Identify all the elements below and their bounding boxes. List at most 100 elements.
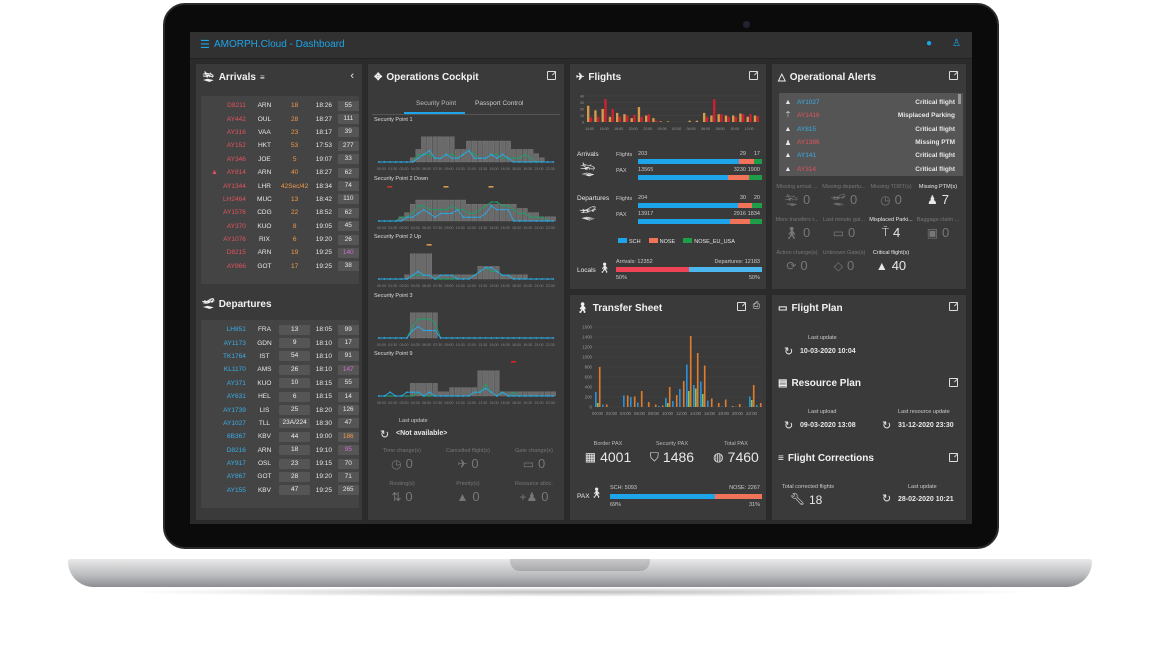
table-row[interactable]: AY155 KBV 47 19:25 265	[201, 484, 359, 497]
alert-stat[interactable]: Unknown Gate(s) ◇ 0	[821, 250, 867, 273]
blue-series-point	[406, 215, 408, 218]
blue-series-point	[507, 395, 510, 397]
alert-stat[interactable]: Action change(s) ⟳ 0	[774, 250, 820, 273]
bar	[695, 120, 699, 122]
alert-stat[interactable]: Critical flight(s) ▲ 40	[868, 250, 914, 273]
arrivals-table: D8211 ARN 18 18:26 55 AY442 OUL 28 18:27 111 AY316…	[201, 96, 359, 284]
table-row[interactable]: AY867 GOT 28 19:20 71	[201, 470, 359, 483]
x-tick-label: 22:00	[643, 127, 652, 131]
alert-item[interactable]: ⍑ AY1416 Misplaced Parking	[779, 109, 963, 122]
table-row[interactable]: ▲ AY814 ARN 40 18:27 62	[201, 166, 359, 179]
blue-series-point	[439, 336, 442, 339]
gate: 18	[279, 445, 311, 456]
open-external-icon[interactable]	[547, 71, 556, 80]
table-row[interactable]: AY1576 CDG 22 18:52 62	[201, 206, 359, 219]
table-row[interactable]: AY1076 RIX 6 19:20 26	[201, 233, 359, 246]
x-tick-label: 13:30	[478, 343, 487, 347]
arrivals-pax-bar	[638, 175, 762, 180]
alert-stat[interactable]: Missing arrival ... 🛬︎ 0	[774, 184, 820, 207]
table-row[interactable]: AY316 VAA 23 18:17 39	[201, 126, 359, 139]
blue-series-point	[507, 157, 510, 160]
bar	[721, 406, 723, 407]
alert-stat[interactable]: Missing departu... 🛫︎ 0	[821, 184, 867, 207]
table-row[interactable]: D8215 ARN 19 19:25 140	[201, 246, 359, 259]
bar	[630, 118, 633, 122]
alert-stat[interactable]: Misplaced Parki... ⍑ 4	[868, 217, 914, 240]
alert-stat[interactable]: Baggage claim ... ▣ 0	[915, 217, 961, 240]
bar	[623, 395, 625, 407]
alert-stat[interactable]: Last minute gat... ▭ 0	[821, 217, 867, 240]
table-row[interactable]: AY1173 GDN 9 18:10 17	[201, 336, 359, 349]
alert-item[interactable]: ▲ AY314 Critical flight	[779, 162, 963, 175]
airport-code: ARN	[257, 169, 272, 177]
alert-list-scrollbar[interactable]	[958, 94, 961, 104]
filter-icon[interactable]: ≡	[259, 73, 265, 82]
airport-code: AMS	[257, 366, 272, 374]
table-row[interactable]: AY371 KUO 10 18:15 55	[201, 377, 359, 390]
alert-stat[interactable]: Missing TOBT(s) ◷ 0	[868, 184, 914, 207]
cockpit-stat[interactable]: Routing(s) ⇅ 0	[372, 481, 432, 504]
table-row[interactable]: LH2464 MUC 13 18:42 110	[201, 193, 359, 206]
cockpit-stat[interactable]: Gate change(s) ▭ 0	[504, 448, 564, 471]
alert-item[interactable]: ▲ AY1027 Critical flight	[779, 96, 963, 109]
table-row[interactable]: AY442 OUL 28 18:27 111	[201, 112, 359, 125]
print-icon[interactable]: ⎙	[752, 300, 760, 310]
collapse-chevron-icon[interactable]: ‹	[350, 70, 354, 82]
blue-series-point	[439, 212, 442, 214]
blue-series-point	[501, 274, 504, 277]
table-row[interactable]: AY1739 LIS 25 18:20 126	[201, 403, 359, 416]
blue-series-point	[451, 274, 453, 277]
capacity-bar	[410, 383, 416, 397]
alert-item[interactable]: ▲ AY815 Critical flight	[779, 123, 963, 136]
stat-label: Missing arrival ...	[776, 184, 818, 190]
table-row[interactable]: AY152 HKT 53 17:53 277	[201, 139, 359, 152]
y-tick-label: 200	[585, 394, 593, 399]
green-series-point	[512, 157, 515, 160]
table-row[interactable]: AY631 HEL 6 18:15 14	[201, 390, 359, 403]
bar	[735, 406, 737, 407]
stat-label: Baggage claim ...	[916, 217, 960, 223]
blue-series-point	[456, 208, 459, 211]
flight-plan-open-icon[interactable]	[949, 302, 958, 311]
open-external-icon[interactable]	[749, 71, 758, 80]
table-row[interactable]: AY1027 TLL 23A/224 18:30 47	[201, 417, 359, 430]
menu-icon[interactable]: ☰	[200, 39, 210, 51]
alert-item[interactable]: ♟ AY1386 Missing PTM	[779, 136, 963, 149]
palette-icon[interactable]: ●	[926, 38, 933, 49]
table-row[interactable]: LH851 FRA 13 18:05 99	[201, 323, 359, 336]
cockpit-stat[interactable]: Cancelled flight(s) ✈ 0	[438, 448, 498, 471]
cockpit-stat[interactable]: Resource alloc. +♟ 0	[504, 481, 564, 504]
chart-title: Security Point 3	[374, 292, 413, 299]
table-row[interactable]: AY370 KUO 8 19:05 45	[201, 220, 359, 233]
table-row[interactable]: KL1170 AMS 26 18:10 147	[201, 363, 359, 376]
table-row[interactable]: AY346 JOE 5 19:07 33	[201, 153, 359, 166]
capacity-bar	[488, 266, 494, 280]
open-external-icon[interactable]	[737, 302, 746, 311]
segment	[753, 159, 762, 164]
table-row[interactable]: AY1344 LHR 42Sec/42 18:34 74	[201, 179, 359, 192]
table-row[interactable]: TK1764 IST 54 18:10 91	[201, 350, 359, 363]
bar	[750, 400, 753, 407]
alert-item[interactable]: ▲ AY141 Critical flight	[779, 149, 963, 162]
capacity-bar	[426, 253, 433, 280]
alert-stat[interactable]: Missing PTM(s) ♟ 7	[915, 184, 961, 207]
cockpit-stat[interactable]: Time change(s) ◷ 0	[372, 448, 432, 471]
table-row[interactable]: 6B367 KBV 44 19:00 186	[201, 430, 359, 443]
cockpit-stat[interactable]: Priority(s) ▲ 0	[438, 481, 498, 504]
gate: 8	[292, 222, 297, 230]
open-external-icon[interactable]	[949, 71, 958, 80]
user-icon[interactable]: ♙	[952, 38, 961, 49]
time: 18:20	[315, 406, 333, 414]
resource-plan-open-icon[interactable]	[949, 378, 958, 387]
warning-outline-icon: △	[778, 72, 786, 83]
table-row[interactable]: AY917 OSL 23 19:15 70	[201, 457, 359, 470]
tab-security-point[interactable]: Security Point	[416, 100, 457, 107]
alert-stat[interactable]: More transfers t... 🚶︎ 0	[774, 217, 820, 240]
webcam	[743, 21, 750, 28]
tab-passport-control[interactable]: Passport Control	[475, 100, 524, 107]
table-row[interactable]: D8216 ARN 18 19:10 95	[201, 444, 359, 457]
flight-number: AY917	[226, 460, 246, 468]
table-row[interactable]: AY866 GOT 17 19:25 38	[201, 260, 359, 273]
table-row[interactable]: D8211 ARN 18 18:26 55	[201, 99, 359, 112]
flight-corrections-open-icon[interactable]	[949, 453, 958, 462]
